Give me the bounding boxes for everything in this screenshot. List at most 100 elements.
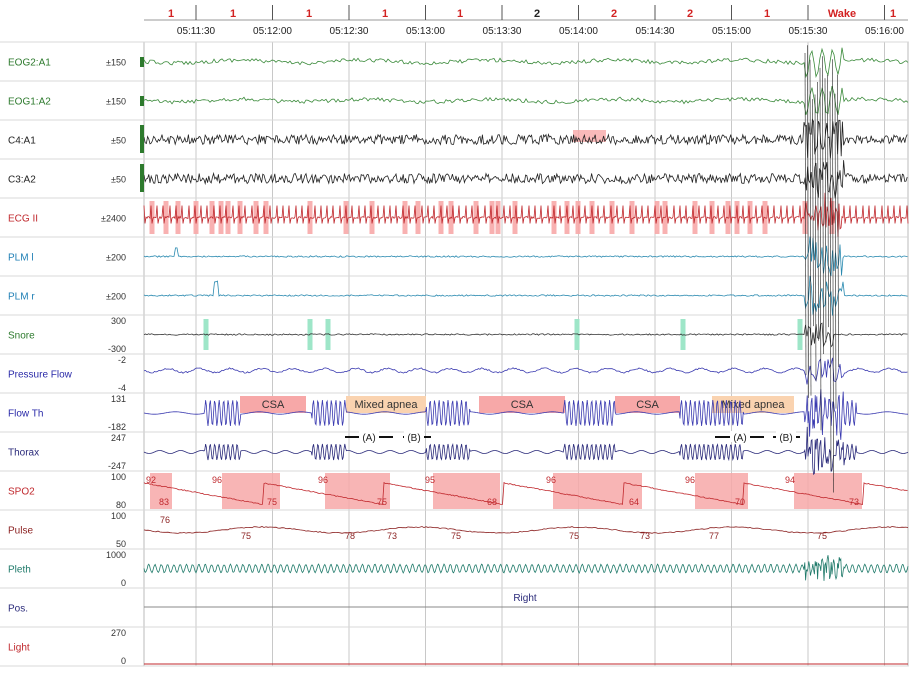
flow-event-label: CSA: [262, 399, 285, 411]
desat-start-value: 95: [425, 475, 435, 485]
movement-artifact: [822, 56, 824, 354]
desat-box: [794, 473, 862, 509]
channel-scale-top: 100: [111, 472, 126, 482]
eeg-trace: [143, 118, 908, 159]
channel-scale-top: 131: [111, 394, 126, 404]
ecg-artifact-mark: [734, 201, 740, 234]
desat-nadir-value: 75: [267, 497, 277, 507]
channel-label: Pressure Flow: [8, 370, 73, 381]
movement-artifact: [824, 78, 827, 343]
time-tick-label: 05:14:00: [559, 26, 598, 37]
channel-scale: ±50: [111, 136, 126, 146]
desat-box: [150, 473, 172, 509]
pulse-label: 75: [817, 531, 827, 541]
ecg-artifact-mark: [343, 201, 349, 234]
pulse-label: 75: [569, 531, 579, 541]
plm-trace: [143, 236, 908, 277]
movement-artifact: [834, 93, 837, 409]
channel-label: Thorax: [8, 448, 39, 459]
ab-marker-bg: [359, 431, 379, 442]
flow-event-bar: [712, 396, 794, 413]
ab-marker-label: (B): [407, 433, 420, 444]
pulse-trace: [143, 526, 909, 534]
channel-scale: ±200: [106, 253, 126, 263]
ecg-artifact-mark: [253, 201, 259, 234]
movement-artifact: [807, 45, 809, 398]
channel-scale-top: -2: [118, 355, 126, 365]
channel-scale-bottom: -300: [108, 344, 126, 354]
channel-label: C4:A1: [8, 136, 36, 147]
channel-label: PLM r: [8, 292, 35, 303]
sleep-stage-label: 1: [890, 8, 896, 20]
desat-box: [553, 473, 642, 509]
time-tick-label: 05:15:30: [789, 26, 828, 37]
channel-scale-bottom: 50: [116, 539, 126, 549]
stage-bar: [144, 5, 908, 20]
sleep-stage-label: 1: [306, 8, 312, 20]
thorax-trace: [143, 426, 909, 476]
channel-label: PLM l: [8, 253, 34, 264]
flow-event-label: CSA: [636, 399, 659, 411]
sleep-stage-label: 2: [611, 8, 617, 20]
sleep-stage-label: 1: [382, 8, 388, 20]
ab-marker-bg: [776, 431, 796, 442]
channel-scale: ±150: [106, 58, 126, 68]
channel-label: C3:A2: [8, 175, 36, 186]
pulse-label: 75: [241, 531, 251, 541]
channel-scale: ±50: [111, 175, 126, 185]
movement-artifact: [829, 91, 832, 471]
desat-nadir-value: 83: [159, 497, 169, 507]
desat-start-value: 96: [546, 475, 556, 485]
desat-start-value: 92: [146, 475, 156, 485]
desat-start-value: 96: [318, 475, 328, 485]
flow-event-bar: [479, 396, 565, 413]
desat-nadir-value: 68: [487, 497, 497, 507]
ab-marker-label: (A): [733, 433, 746, 444]
eeg-highlight: [573, 130, 606, 142]
ecg-artifact-mark: [629, 201, 635, 234]
ab-marker-label: (B): [779, 433, 792, 444]
channel-scale-top: 1000: [106, 550, 126, 560]
channel-label: Light: [8, 643, 30, 654]
desat-box: [222, 473, 280, 509]
channel-scale-top: 300: [111, 316, 126, 326]
channel-marker: [140, 125, 144, 153]
movement-artifact: [814, 94, 817, 382]
snore-marker: [325, 319, 331, 350]
ecg-artifact-mark: [551, 201, 557, 234]
channel-label: Pulse: [8, 526, 33, 537]
channel-scale-top: 100: [111, 511, 126, 521]
movement-artifact: [817, 81, 819, 341]
ecg-artifact-mark: [725, 201, 731, 234]
channel-label: Flow Th: [8, 409, 43, 420]
pulse-label: 77: [709, 531, 719, 541]
movement-artifact: [812, 99, 814, 327]
movement-artifact: [827, 74, 829, 328]
channel-label: Snore: [8, 331, 35, 342]
ab-marker-bg: [404, 431, 424, 442]
desat-box: [433, 473, 500, 509]
pulse-label: 73: [387, 531, 397, 541]
channel-marker: [140, 96, 144, 106]
sleep-stage-label: 2: [534, 8, 540, 20]
ecg-artifact-mark: [802, 201, 808, 234]
eeg-trace: [143, 160, 908, 199]
plm-trace: [143, 275, 908, 316]
pulse-label: 75: [451, 531, 461, 541]
channel-scale-bottom: -182: [108, 422, 126, 432]
channel-marker: [140, 57, 144, 67]
desat-box: [695, 473, 748, 509]
pulse-label: 76: [160, 515, 170, 525]
desat-start-value: 96: [212, 475, 222, 485]
ecg-artifact-mark: [589, 201, 595, 234]
snore-marker: [680, 319, 686, 350]
channel-scale-bottom: -247: [108, 461, 126, 471]
channel-label: Pleth: [8, 565, 31, 576]
channel-scale-bottom: 0: [121, 578, 126, 588]
channel-label: Pos.: [8, 604, 28, 615]
channel-marker: [140, 164, 144, 192]
time-tick-label: 05:12:30: [330, 26, 369, 37]
channel-label: ECG II: [8, 214, 38, 225]
pulse-label: 73: [640, 531, 650, 541]
